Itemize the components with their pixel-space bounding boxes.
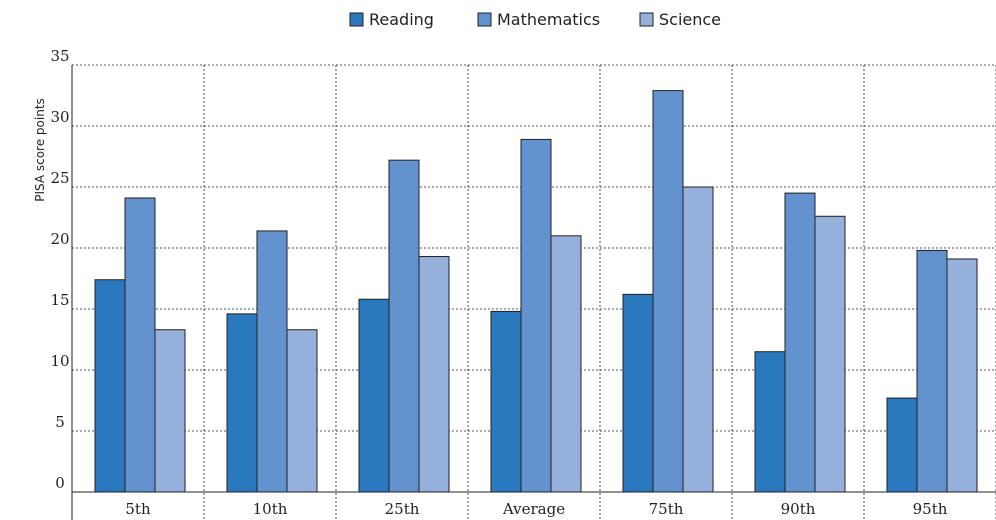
y-tick-label: 0 — [55, 474, 65, 492]
bar-mathematics-10th — [256, 230, 288, 493]
legend: Reading Mathematics Science — [349, 10, 721, 29]
bar-science-average — [550, 235, 582, 493]
bar-mathematics-75th — [652, 90, 684, 493]
y-tick-label: 35 — [50, 47, 69, 65]
legend-item-science: Science — [639, 10, 721, 29]
bar-reading-75th — [622, 293, 654, 493]
legend-label: Science — [659, 10, 721, 29]
bar-science-95th — [946, 258, 978, 493]
bar-reading-95th — [886, 397, 918, 493]
bar-reading-10th — [226, 313, 258, 493]
legend-swatch — [477, 12, 492, 27]
y-tick-label: 25 — [50, 169, 69, 187]
legend-swatch — [639, 12, 654, 27]
bar-mathematics-25th — [388, 159, 420, 493]
y-tick-label: 20 — [50, 230, 69, 248]
legend-item-reading: Reading — [349, 10, 434, 29]
bar-mathematics-90th — [784, 192, 816, 493]
bar-reading-5th — [94, 279, 126, 493]
y-tick-label: 5 — [55, 413, 65, 431]
bar-reading-90th — [754, 351, 786, 493]
bar-science-90th — [814, 215, 846, 493]
x-tick-label: Average — [502, 500, 565, 518]
bar-science-25th — [418, 256, 450, 493]
bar-reading-25th — [358, 298, 390, 493]
y-tick-label: 15 — [50, 291, 69, 309]
x-tick-label: 25th — [385, 500, 420, 518]
x-tick-label: 95th — [913, 500, 948, 518]
bar-mathematics-average — [520, 138, 552, 493]
legend-label: Reading — [369, 10, 434, 29]
bar-science-5th — [154, 329, 186, 493]
x-tick-label: 10th — [253, 500, 288, 518]
y-tick-label: 30 — [50, 108, 69, 126]
legend-swatch — [349, 12, 364, 27]
bar-reading-average — [490, 310, 522, 493]
x-tick-label: 75th — [649, 500, 684, 518]
axes — [71, 65, 996, 520]
bar-science-75th — [682, 186, 714, 493]
bar-mathematics-5th — [124, 197, 156, 493]
y-tick-label: 10 — [50, 352, 69, 370]
legend-label: Mathematics — [497, 10, 600, 29]
bar-science-10th — [286, 329, 318, 493]
y-tick-labels: 0 5 10 15 20 25 30 35 — [50, 47, 69, 492]
bars — [94, 90, 978, 493]
y-axis-label: PISA score points — [33, 98, 47, 202]
x-tick-label: 5th — [125, 500, 151, 518]
x-tick-label: 90th — [781, 500, 816, 518]
bar-mathematics-95th — [916, 249, 948, 493]
legend-item-mathematics: Mathematics — [477, 10, 600, 29]
x-tick-labels: 5th 10th 25th Average 75th 90th 95th — [125, 500, 947, 518]
